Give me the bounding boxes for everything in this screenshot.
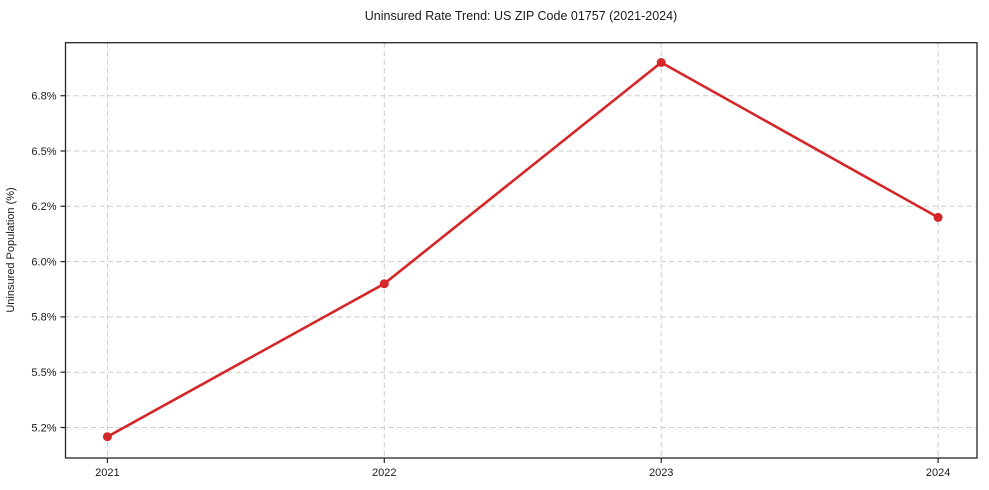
y-tick-label: 6.8% — [31, 91, 56, 103]
x-tick-label: 2021 — [95, 467, 119, 479]
x-tick-label: 2023 — [649, 467, 673, 479]
data-point — [102, 432, 112, 442]
data-series — [102, 58, 943, 442]
y-tick-label: 5.2% — [31, 422, 56, 434]
chart-title: Uninsured Rate Trend: US ZIP Code 01757 … — [365, 9, 677, 23]
data-point — [656, 58, 666, 67]
y-tick-label: 6.2% — [31, 201, 56, 213]
y-tick-label: 5.8% — [31, 312, 56, 324]
x-tick-label: 2024 — [926, 467, 950, 479]
y-axis-label: Uninsured Population (%) — [5, 187, 17, 312]
trend-line — [106, 61, 940, 438]
y-tick-label: 6.5% — [31, 146, 56, 158]
axes: 5.2% 5.5% 5.8% 6.0% 6.2% 6.5% 6.8% 2021 2022 2023… — [31, 42, 978, 479]
y-tick-label: 5.5% — [31, 367, 56, 379]
data-point — [933, 212, 943, 222]
gridlines — [65, 42, 977, 458]
x-tick-label: 2022 — [372, 467, 396, 479]
data-point — [379, 279, 389, 289]
plot-frame — [64, 42, 978, 459]
y-tick-label: 6.0% — [31, 256, 56, 268]
